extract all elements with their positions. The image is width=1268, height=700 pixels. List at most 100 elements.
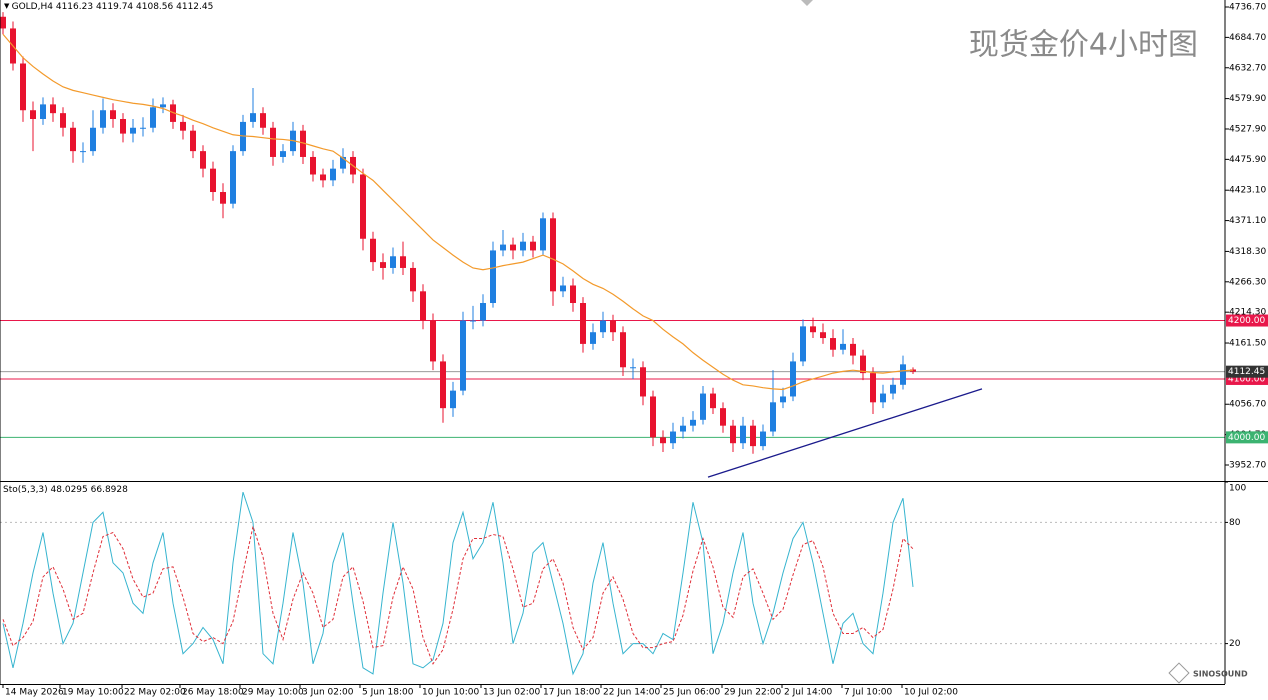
x-tick-label: 5 Jun 18:00 [362, 688, 414, 698]
trendline [707, 388, 983, 478]
candle-body [110, 110, 116, 119]
candle-body [850, 343, 856, 356]
x-tick-label: 25 Jun 06:00 [663, 688, 720, 698]
candle-body [320, 174, 326, 181]
candle-body [820, 332, 826, 339]
candle-body [530, 241, 536, 251]
x-tick-label: 29 Jun 22:00 [724, 688, 781, 698]
x-tick-label: 3 Jun 02:00 [302, 688, 354, 698]
y-tick-label: 4736.70 [1229, 3, 1266, 13]
x-tick-label: 7 Jul 10:00 [844, 688, 893, 698]
oscillator-panel [0, 491, 1225, 676]
candle-body [20, 63, 26, 111]
candle-body [150, 107, 156, 128]
candle-body [660, 437, 666, 444]
candle-body [460, 320, 466, 391]
oscillator-header: Sto(5,3,3) 48.0295 66.8928 [3, 485, 128, 495]
symbol: GOLD,H4 [12, 2, 54, 12]
y-tick-label: 4318.30 [1229, 247, 1266, 257]
candle-body [100, 110, 106, 128]
candle-body [80, 151, 86, 153]
y-tick-label: 4371.10 [1229, 216, 1266, 226]
osc-line [2, 491, 914, 676]
y-tick-label: 4579.90 [1229, 94, 1266, 104]
candle-body [770, 402, 776, 432]
oscillator-name: Sto(5,3,3) [3, 485, 48, 495]
x-tick-label: 10 Jul 02:00 [904, 688, 958, 698]
low: 4108.56 [136, 2, 173, 12]
y-tick-label: 4423.10 [1229, 186, 1266, 196]
candle-body [140, 127, 146, 129]
candle-body [630, 367, 636, 369]
candle-body [830, 338, 836, 350]
level-label: 4100.00 [1228, 374, 1265, 384]
candle-body [690, 419, 696, 426]
candle-body [750, 425, 756, 447]
candle-body [340, 156, 346, 169]
candle-body [870, 373, 876, 403]
candle-body [510, 244, 516, 251]
candle-body [700, 393, 706, 420]
candle-body [300, 130, 306, 157]
axes [0, 0, 1268, 685]
candle-body [180, 121, 186, 131]
candle-body [520, 241, 526, 251]
moving-average [2, 33, 914, 391]
candle-body [810, 326, 816, 333]
price-panel [0, 12, 1225, 478]
y-tick-label: 4684.70 [1229, 33, 1266, 43]
x-tick-label: 29 May 10:00 [242, 688, 304, 698]
candle-body [370, 238, 376, 263]
candle-body [270, 127, 276, 157]
x-tick-label: 22 May 02:00 [124, 688, 186, 698]
candle-body [840, 343, 846, 350]
y-tick-label: 4056.70 [1229, 400, 1266, 410]
candle-body [60, 113, 66, 128]
candle-body [330, 168, 336, 181]
candle-body [790, 361, 796, 397]
candle-body [590, 332, 596, 344]
x-tick-label: 14 May 2026 [5, 688, 64, 698]
candle-body [390, 256, 396, 268]
current-price-bg [1226, 365, 1268, 378]
osc-tick-label: 20 [1229, 639, 1241, 649]
logo [1168, 662, 1190, 684]
candle-body [570, 285, 576, 304]
level-label-bg [1226, 314, 1268, 327]
candle-body [640, 367, 646, 397]
current-price-label: 4112.45 [1228, 367, 1265, 377]
open: 4116.23 [56, 2, 93, 12]
candle-body [200, 151, 206, 169]
y-tick-label: 4214.30 [1229, 308, 1266, 318]
watermark: SINOSOUND [1193, 670, 1248, 679]
candle-body [560, 285, 566, 292]
candle-body [800, 326, 806, 362]
candle-body [740, 425, 746, 444]
y-tick-label: 4161.50 [1229, 339, 1266, 349]
candle-body [190, 130, 196, 152]
candle-body [880, 393, 886, 403]
candle-body [130, 127, 136, 134]
candle-body [610, 320, 616, 333]
candle-body [650, 396, 656, 438]
y-tick-label: 4266.30 [1229, 277, 1266, 287]
candle-body [210, 168, 216, 193]
candle-body [470, 320, 476, 322]
candle-body [160, 104, 166, 108]
level-label: 4200.00 [1228, 316, 1265, 326]
candle-body [430, 320, 436, 362]
candle-body [410, 267, 416, 292]
candle-body [890, 384, 896, 394]
candle-body [900, 364, 906, 385]
y-tick-label: 4475.90 [1229, 155, 1266, 165]
candle-body [500, 244, 506, 251]
candle-body [550, 218, 556, 292]
candle-body [280, 151, 286, 157]
candle-body [40, 104, 46, 119]
x-tick-label: 19 May 10:00 [62, 688, 124, 698]
candle-body [220, 192, 226, 204]
y-tick-label: 4527.90 [1229, 124, 1266, 134]
candle-body [680, 425, 686, 432]
